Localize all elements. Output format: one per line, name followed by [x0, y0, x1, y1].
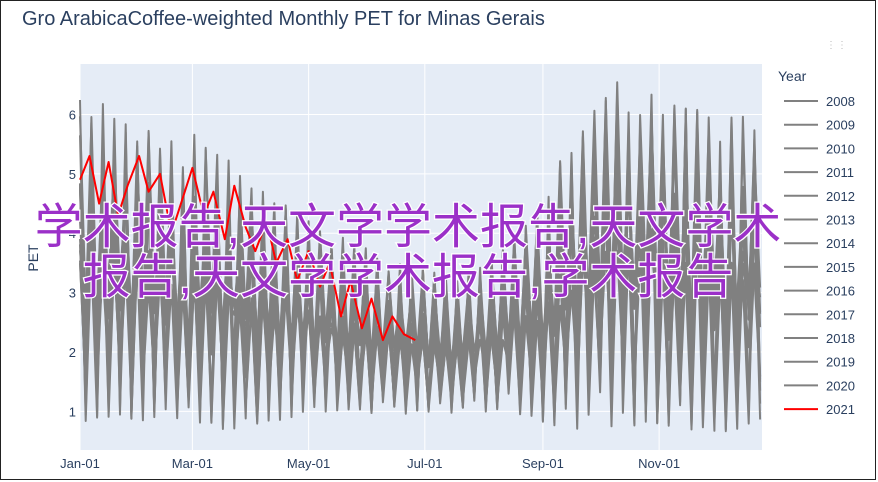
y-tick-label: 1	[69, 404, 76, 419]
legend-item-2010[interactable]: 2010	[784, 141, 855, 156]
legend-label: 2016	[826, 284, 855, 299]
modebar-dots[interactable]: ⋮⋮	[826, 40, 848, 51]
legend-label: 2015	[826, 260, 855, 275]
series-line-2021	[79, 155, 416, 342]
legend-item-2011[interactable]: 2011	[784, 165, 854, 180]
legend-item-2017[interactable]: 2017	[784, 307, 855, 322]
legend-title: Year	[778, 68, 807, 84]
y-tick-label: 6	[69, 107, 76, 122]
legend-item-2014[interactable]: 2014	[784, 236, 855, 251]
x-tick-label: Sep-01	[522, 456, 564, 471]
legend-item-2016[interactable]: 2016	[784, 284, 855, 299]
legend-label: 2021	[826, 402, 855, 417]
legend-item-2019[interactable]: 2019	[784, 355, 855, 370]
legend-item-2018[interactable]: 2018	[784, 331, 855, 346]
x-tick-label: May-01	[287, 456, 330, 471]
legend-item-2013[interactable]: 2013	[784, 213, 855, 228]
legend: 2008 2009 2010 2011 2012 2013 2014 2015 2016 2017…	[784, 94, 855, 417]
y-axis: 1 2 3 4 5 6	[69, 107, 76, 419]
y-tick-label: 2	[69, 345, 76, 360]
legend-label: 2010	[826, 141, 855, 156]
legend-item-2021[interactable]: 2021	[784, 402, 855, 417]
x-tick-label: Nov-01	[638, 456, 680, 471]
legend-label: 2013	[826, 213, 855, 228]
legend-label: 2014	[826, 236, 855, 251]
legend-label: 2012	[826, 189, 855, 204]
y-tick-label: 3	[69, 286, 76, 301]
series-line-2020	[79, 109, 762, 431]
legend-item-2009[interactable]: 2009	[784, 118, 855, 133]
legend-label: 2018	[826, 331, 855, 346]
chart-title: Gro ArabicaCoffee-weighted Monthly PET f…	[22, 8, 545, 30]
legend-item-2008[interactable]: 2008	[784, 94, 855, 109]
gray-series-group	[79, 81, 762, 433]
x-tick-label: Jul-01	[407, 456, 442, 471]
x-tick-label: Mar-01	[172, 456, 213, 471]
legend-label: 2011	[826, 165, 854, 180]
legend-label: 2020	[826, 378, 855, 393]
legend-item-2015[interactable]: 2015	[784, 260, 855, 275]
legend-item-2020[interactable]: 2020	[784, 378, 855, 393]
y-axis-label: PET	[25, 244, 41, 272]
y-tick-label: 5	[69, 167, 76, 182]
legend-label: 2009	[826, 118, 855, 133]
legend-label: 2008	[826, 94, 855, 109]
series-2021-group	[79, 155, 416, 342]
legend-item-2012[interactable]: 2012	[784, 189, 855, 204]
legend-label: 2017	[826, 307, 855, 322]
x-axis: Jan-01 Mar-01 May-01 Jul-01 Sep-01 Nov-01	[60, 456, 680, 471]
y-tick-label: 4	[69, 226, 76, 241]
x-tick-label: Jan-01	[60, 456, 100, 471]
legend-label: 2019	[826, 355, 855, 370]
